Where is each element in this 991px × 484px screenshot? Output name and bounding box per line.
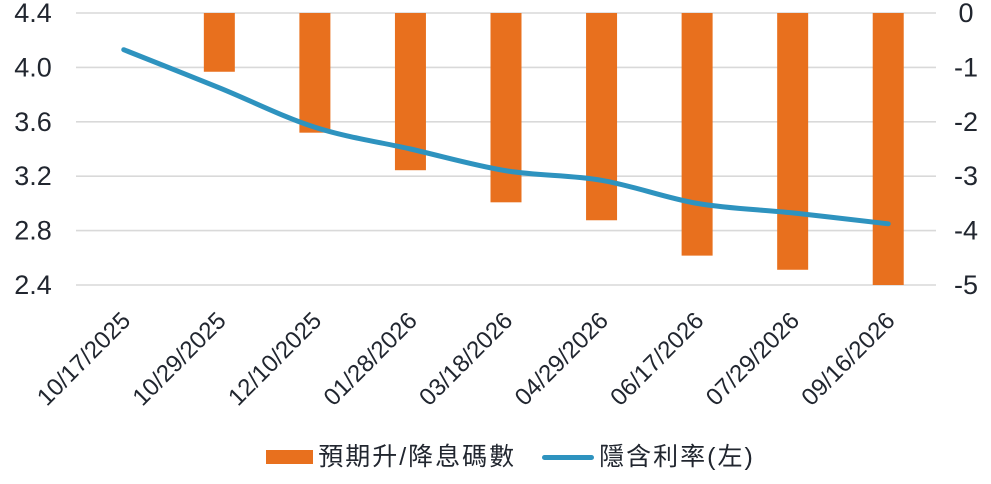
left-axis-tick-label: 4.0 (14, 52, 52, 82)
x-axis-date-label: 04/29/2026 (510, 307, 614, 411)
legend: 預期升/降息碼數 隱含利率(左) (15, 442, 991, 472)
left-axis-tick-label: 2.8 (14, 216, 52, 246)
implied-rate-line (121, 47, 891, 227)
left-axis-tick-label: 4.4 (14, 0, 52, 28)
bar (872, 13, 904, 285)
bar-series-swatch-icon (266, 450, 314, 464)
bar (681, 13, 713, 256)
x-axis-date-label: 10/29/2025 (128, 307, 232, 411)
bar (203, 13, 235, 72)
left-axis-tick-label: 3.2 (14, 161, 52, 191)
legend-item-line: 隱含利率(左) (542, 442, 755, 472)
bar (586, 13, 618, 221)
x-axis-date-label: 12/10/2025 (223, 307, 327, 411)
left-axis-tick-label: 3.6 (14, 107, 52, 137)
legend-line-label: 隱含利率(左) (599, 443, 755, 471)
bar (299, 13, 331, 133)
x-axis-date-label: 09/16/2026 (796, 307, 900, 411)
right-axis-tick-label: -2 (954, 107, 978, 137)
bar (394, 13, 426, 171)
right-axis-tick-label: -5 (954, 270, 978, 300)
legend-item-bars: 預期升/降息碼數 (266, 442, 516, 472)
left-axis-tick-label: 2.4 (14, 270, 52, 300)
bar (777, 13, 809, 270)
x-axis-date-label: 01/28/2026 (319, 307, 423, 411)
x-axis-date-label: 10/17/2025 (32, 307, 136, 411)
x-axis-date-label: 03/18/2026 (414, 307, 518, 411)
right-axis-tick-label: -4 (954, 216, 978, 246)
legend-bar-label: 預期升/降息碼數 (318, 443, 517, 471)
line-series-swatch-icon (542, 454, 595, 460)
x-axis-date-label: 06/17/2026 (605, 307, 709, 411)
right-axis-tick-label: 0 (958, 0, 973, 28)
x-axis-date-label: 07/29/2026 (701, 307, 805, 411)
right-axis-tick-label: -1 (954, 52, 978, 82)
right-axis-tick-label: -3 (954, 161, 978, 191)
